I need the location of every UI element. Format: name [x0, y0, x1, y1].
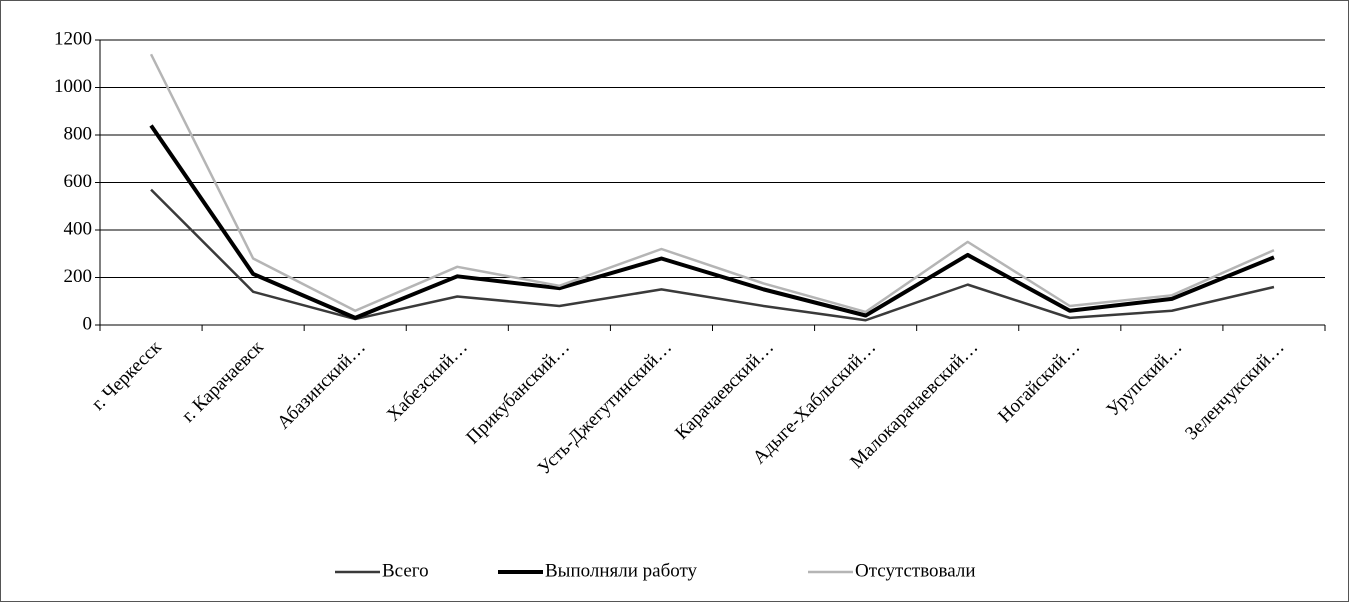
legend-label: Всего: [382, 560, 429, 581]
y-tick-label: 400: [64, 218, 93, 239]
y-tick-label: 800: [64, 123, 93, 144]
legend-label: Отсутствовали: [855, 560, 976, 581]
series-line: [149, 53, 1275, 314]
y-tick-label: 600: [64, 171, 93, 192]
series-line: [149, 124, 1275, 320]
legend-label: Выполняли работу: [545, 560, 698, 581]
y-tick-label: 1200: [54, 28, 92, 49]
y-tick-label: 1000: [54, 76, 92, 97]
series-line: [150, 188, 1275, 322]
y-tick-label: 0: [83, 313, 93, 334]
y-tick-label: 200: [64, 266, 93, 287]
